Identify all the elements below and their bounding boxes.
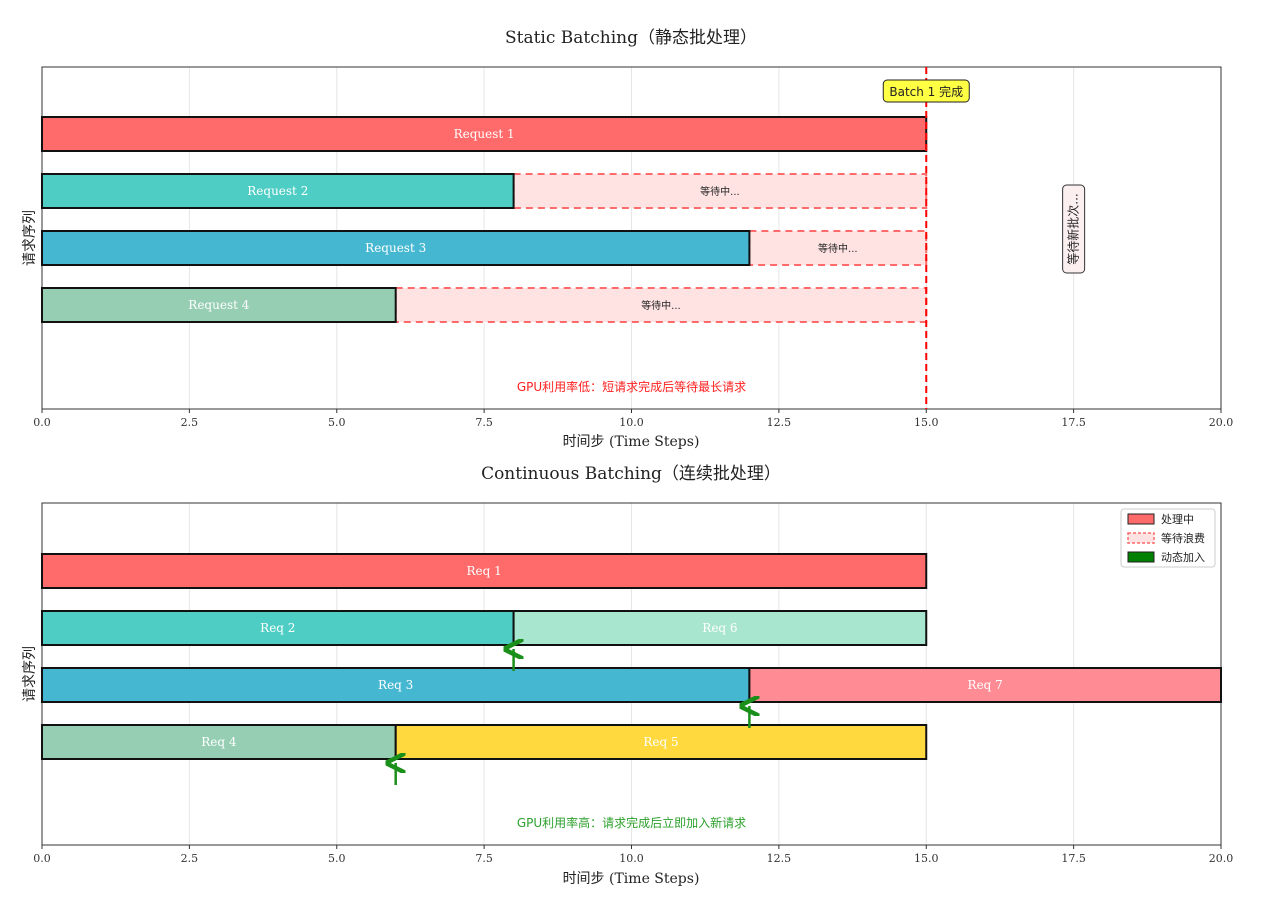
request-bar: [41, 230, 751, 266]
legend-label: 处理中: [1161, 513, 1194, 526]
static-ylabel: 请求序列: [22, 210, 38, 266]
legend-label: 动态加入: [1161, 551, 1205, 564]
x-tick-label: 20.0: [1209, 852, 1234, 865]
static-panel: Static Batching（静态批处理） 等待中...等待中...等待中..…: [22, 28, 1233, 450]
request-bar: [748, 667, 1223, 703]
batch-complete-box: [882, 79, 970, 103]
wait-segment: [394, 287, 928, 323]
static-title: Static Batching（静态批处理）: [505, 28, 757, 48]
continuous-ylabel: 请求序列: [22, 646, 38, 702]
x-tick-label: 7.5: [475, 416, 493, 429]
static-ticks: 0.0 2.5 5.0 7.5 10.0 12.5 15.0 17.5 20.0: [33, 409, 1233, 429]
legend-swatch: [1127, 532, 1155, 544]
x-tick-label: 7.5: [475, 852, 493, 865]
x-tick-label: 5.0: [328, 416, 346, 429]
request-bar: [41, 667, 751, 703]
x-tick-label: 2.5: [181, 852, 199, 865]
x-tick-label: 12.5: [767, 416, 792, 429]
request-bar: [41, 173, 515, 209]
wait-label: 等待中...: [700, 185, 740, 198]
request-bar-label: Request 3: [365, 241, 426, 255]
x-tick-label: 5.0: [328, 852, 346, 865]
request-bar: [41, 724, 397, 760]
x-tick-label: 10.0: [619, 416, 644, 429]
request-bar-label: Req 4: [201, 735, 237, 749]
request-bar: [41, 553, 928, 589]
request-bar: [41, 287, 397, 323]
utilization-note: GPU利用率低：短请求完成后等待最长请求: [517, 379, 746, 394]
x-tick-label: 0.0: [33, 416, 51, 429]
x-tick-label: 15.0: [914, 852, 939, 865]
legend-label: 等待浪费: [1161, 531, 1205, 545]
request-bar: [512, 610, 928, 646]
x-tick-label: 12.5: [767, 852, 792, 865]
legend-swatch: [1127, 551, 1155, 563]
utilization-note: GPU利用率高：请求完成后立即加入新请求: [517, 815, 746, 830]
continuous-bars: Req 1 Req 2 Req 6 Req 3 Req 7 Req 4 Req 5 GPU利用…: [41, 553, 1223, 830]
continuous-ticks: 0.0 2.5 5.0 7.5 10.0 12.5 15.0 17.5 20.0: [33, 845, 1233, 865]
legend-swatch: [1127, 513, 1155, 525]
request-bar: [394, 724, 928, 760]
x-tick-label: 17.5: [1061, 852, 1086, 865]
wait-label: 等待中...: [818, 242, 858, 255]
waiting-new-batch-box: [1062, 184, 1086, 274]
continuous-xlabel: 时间步 (Time Steps): [563, 871, 700, 887]
x-tick-label: 15.0: [914, 416, 939, 429]
x-tick-label: 0.0: [33, 852, 51, 865]
static-bars: 等待中... 等待中... 等待中... Request 1 Request 2 Requ…: [41, 67, 1086, 409]
request-bar: [41, 116, 928, 152]
x-tick-label: 2.5: [181, 416, 199, 429]
x-tick-label: 10.0: [619, 852, 644, 865]
request-bar-label: Req 2: [260, 621, 295, 635]
request-bar-label: Request 4: [188, 298, 249, 312]
x-tick-label: 20.0: [1209, 416, 1234, 429]
static-xlabel: 时间步 (Time Steps): [563, 434, 700, 450]
batch-complete-label: Batch 1 完成: [889, 84, 963, 99]
continuous-title: Continuous Batching（连续批处理）: [481, 464, 781, 484]
x-tick-label: 17.5: [1061, 416, 1086, 429]
request-bar-label: Req 1: [466, 564, 501, 578]
waiting-new-batch-label: 等待新批次...: [1066, 193, 1081, 264]
request-bar-label: Request 1: [454, 127, 515, 141]
request-bar-label: Request 2: [247, 184, 308, 198]
request-bar-label: Req 3: [378, 678, 413, 692]
request-bar-label: Req 5: [643, 735, 678, 749]
request-bar-label: Req 7: [968, 678, 1003, 692]
request-bar-label: Req 6: [702, 621, 737, 635]
wait-label: 等待中...: [641, 299, 681, 312]
